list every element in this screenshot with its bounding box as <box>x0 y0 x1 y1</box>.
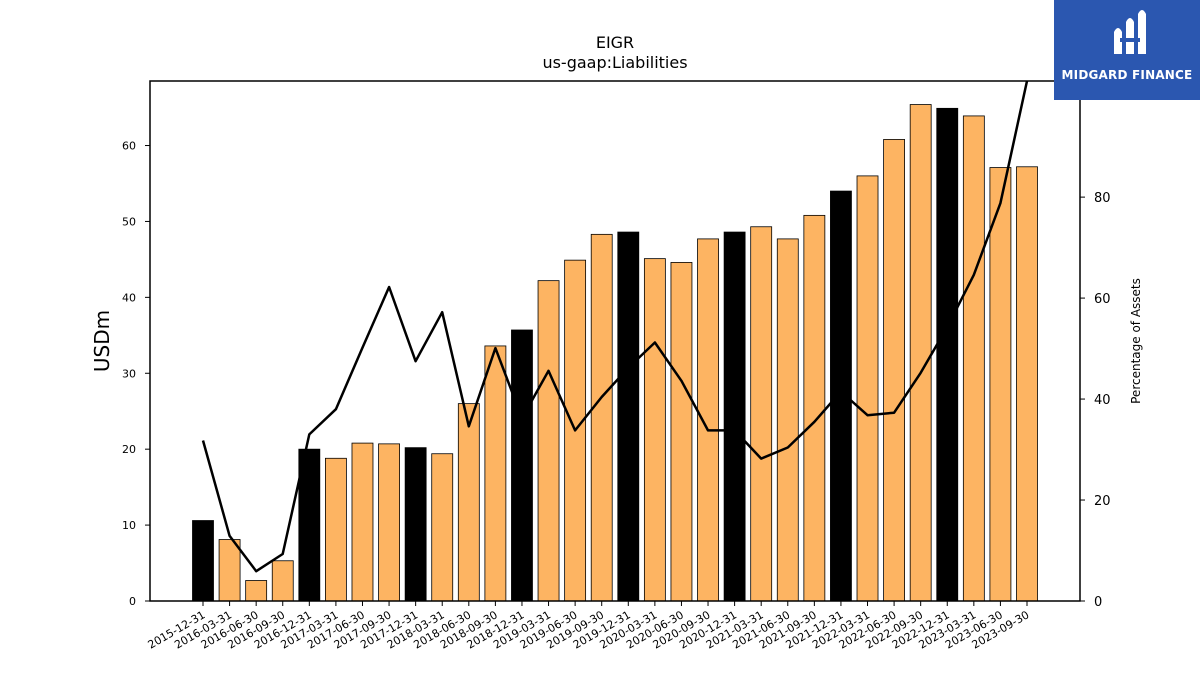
right-y-axis: 0 20 40 60 80 <box>1080 191 1111 610</box>
bar-2016-03-31 <box>218 539 241 602</box>
bar-2021-06-30 <box>776 238 799 602</box>
bar-2019-03-31 <box>537 280 560 602</box>
left-tick-label-60: 60 <box>122 140 136 153</box>
bar-2018-12-31 <box>511 329 533 602</box>
right-tick-label-20: 20 <box>1094 494 1111 509</box>
left-tick-label-30: 30 <box>122 367 136 380</box>
percentage-of-assets-line <box>201 80 1029 573</box>
logo-text: MIDGARD FINANCE <box>1061 68 1193 82</box>
bar-2018-03-31 <box>431 453 454 602</box>
left-tick-label-0: 0 <box>129 595 136 608</box>
bar-2020-12-31 <box>723 231 746 602</box>
right-tick-label-60: 60 <box>1094 292 1111 307</box>
bar-2015-12-31 <box>192 520 214 602</box>
plot-area-frame <box>149 80 1081 602</box>
left-tick-label-20: 20 <box>122 443 136 456</box>
bar-2018-06-30 <box>457 403 480 602</box>
bar-2019-09-30 <box>590 233 613 602</box>
bar-2022-12-31 <box>936 107 959 602</box>
bar-2016-09-30 <box>271 560 294 602</box>
bar-2021-03-31 <box>750 226 773 602</box>
bar-2023-06-30 <box>989 167 1012 602</box>
left-tick-label-10: 10 <box>122 519 136 532</box>
bar-2019-12-31 <box>617 231 640 602</box>
right-tick-label-80: 80 <box>1094 191 1111 206</box>
right-y-axis-label: Percentage of Assets <box>1129 278 1143 404</box>
bar-2023-09-30 <box>1016 166 1038 602</box>
logo-mark-icon <box>1114 10 1146 54</box>
bars-layer <box>192 104 1038 602</box>
right-tick-label-40: 40 <box>1094 393 1111 408</box>
bar-2020-03-31 <box>643 258 666 602</box>
right-tick-label-0: 0 <box>1094 595 1102 610</box>
left-tick-label-40: 40 <box>122 291 136 304</box>
bar-2022-09-30 <box>909 104 932 602</box>
y-axis-label: USDm <box>90 310 114 372</box>
left-y-axis: 0 10 20 30 40 50 60 <box>122 140 150 608</box>
bar-2017-09-30 <box>378 443 400 602</box>
bar-2022-06-30 <box>883 139 905 602</box>
bar-2020-06-30 <box>670 262 693 602</box>
x-axis: 2015-12-312016-03-312016-06-302016-09-30… <box>146 601 1032 652</box>
bar-2018-09-30 <box>484 345 507 602</box>
bar-2017-06-30 <box>351 442 374 602</box>
bar-2020-09-30 <box>697 238 719 602</box>
bar-2017-12-31 <box>404 447 427 602</box>
chart-title: EIGR <box>596 33 634 52</box>
bar-2016-06-30 <box>245 580 268 602</box>
bar-2023-03-31 <box>962 115 985 602</box>
chart-subtitle: us-gaap:Liabilities <box>542 53 687 72</box>
bar-2021-09-30 <box>803 214 826 602</box>
bar-2022-03-31 <box>856 175 879 602</box>
bar-2021-12-31 <box>830 190 852 602</box>
bar-2017-03-31 <box>325 457 347 602</box>
midgard-finance-logo: MIDGARD FINANCE <box>1054 0 1200 100</box>
left-tick-label-50: 50 <box>122 215 136 228</box>
